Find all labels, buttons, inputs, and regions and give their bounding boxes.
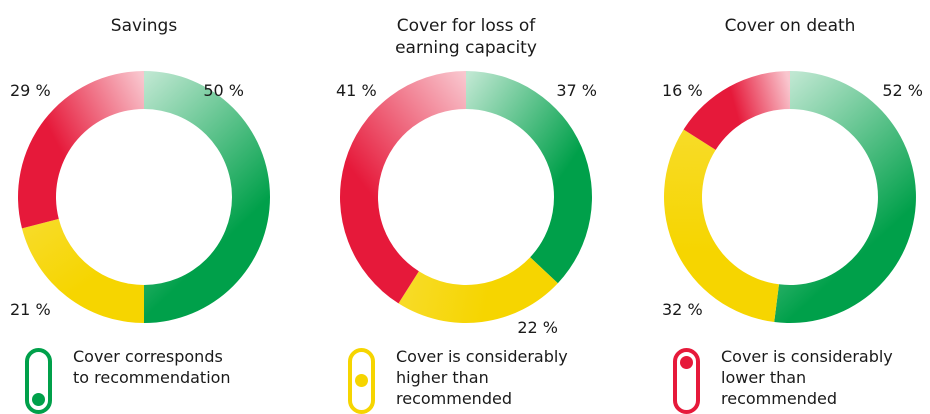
donut-slice-green: [774, 71, 916, 323]
chart-title: Savings: [111, 16, 178, 36]
chart-title-line: earning capacity: [395, 38, 537, 58]
donut-slice-yellow: [398, 257, 558, 324]
chart-title-line: Savings: [111, 16, 178, 36]
green-toggle-icon: [25, 348, 52, 414]
donut-slice-red: [18, 71, 144, 229]
chart-title: Cover for loss of earning capacity: [395, 16, 537, 58]
percent-label-yellow: 32 %: [662, 300, 703, 319]
donut-chart-2: Cover for loss of earning capacity 37 % 22 …: [336, 16, 597, 337]
donut-slice-red: [339, 70, 466, 304]
percent-label-green: 37 %: [556, 81, 597, 100]
legend-label: Cover is considerably lower than recomme…: [721, 347, 893, 408]
donut-slice-red: [683, 71, 790, 150]
donut-slice-yellow: [663, 129, 779, 323]
yellow-toggle-icon: [348, 348, 375, 414]
chart-title: Cover on death: [725, 16, 856, 36]
percent-label-green: 50 %: [203, 81, 244, 100]
chart-title-line: Cover for loss of: [397, 16, 537, 36]
percent-label-green: 52 %: [882, 81, 923, 100]
percent-label-red: 29 %: [10, 81, 51, 100]
chart-title-line: Cover on death: [725, 16, 856, 36]
percent-label-red: 41 %: [336, 81, 377, 100]
percent-label-yellow: 22 %: [517, 318, 558, 337]
donut-chart-1: Savings 50 % 21 % 29 %: [10, 16, 270, 323]
percent-label-yellow: 21 %: [10, 300, 51, 319]
donut-chart-3: Cover on death 52 % 32 % 16 %: [662, 16, 923, 323]
donut-charts: Savings 50 % 21 % 29 % Cover for loss of earn…: [10, 16, 923, 337]
legend-label: Cover corresponds to recommendation: [73, 347, 231, 387]
donut-slice-yellow: [21, 218, 144, 323]
red-toggle-icon: [673, 348, 700, 414]
legend-label: Cover is considerably higher than recomm…: [396, 347, 568, 408]
donut-slice-green: [466, 71, 592, 284]
donut-slice-green: [144, 71, 270, 323]
percent-label-red: 16 %: [662, 81, 703, 100]
